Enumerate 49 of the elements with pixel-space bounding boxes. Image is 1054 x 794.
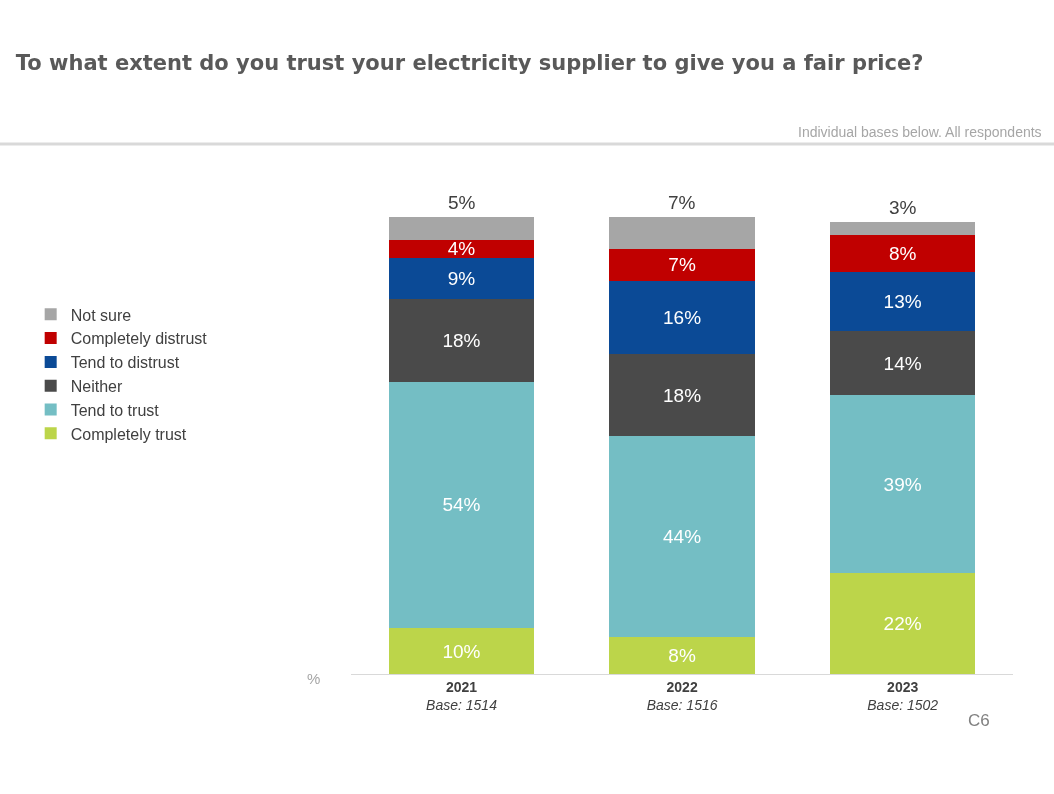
legend-label: Not sure [70, 306, 132, 324]
data-label: 39% [883, 473, 922, 495]
bar [609, 280, 755, 355]
data-label: 16% [663, 307, 702, 329]
legend-label: Completely trust [70, 425, 187, 443]
bar [609, 248, 755, 281]
text: % [307, 670, 321, 687]
bar [609, 217, 755, 249]
legend-label: Tend to distrust [70, 354, 180, 372]
bar [388, 217, 535, 240]
data-label: 54% [442, 494, 481, 516]
bar [829, 271, 976, 332]
data-label: 9% [447, 268, 476, 290]
bar [388, 239, 535, 259]
bar [829, 573, 976, 674]
legend-label: Tend to trust [70, 401, 160, 419]
text: C6 [968, 711, 990, 730]
bar [829, 331, 976, 396]
bar [829, 395, 976, 574]
bar [829, 221, 976, 236]
data-label: 4% [447, 238, 476, 260]
data-label: 10% [442, 640, 481, 662]
bar [609, 637, 755, 674]
x-tick-label: 2023 Base: 1502 [867, 678, 939, 713]
bar [829, 235, 976, 272]
data-label: 3% [889, 197, 917, 218]
data-label: 13% [883, 291, 922, 313]
bar [609, 436, 755, 638]
data-label: 8% [888, 243, 917, 265]
bar [388, 381, 535, 629]
bar [388, 628, 535, 674]
data-label: 8% [668, 645, 696, 667]
data-label: 7% [668, 192, 696, 213]
legend-label: Completely distrust [70, 330, 208, 348]
data-label: 7% [668, 254, 696, 276]
data-label: 22% [883, 613, 922, 635]
bar [609, 354, 755, 437]
bar [388, 258, 535, 300]
data-label: 14% [883, 352, 922, 374]
legend-label: Neither [70, 377, 123, 395]
data-label: 5% [448, 192, 476, 213]
chart-title: To what extent do you trust your electricity supplier to give you a fair price? [15, 51, 924, 76]
data-label: 18% [663, 384, 702, 406]
data-label: 44% [663, 526, 702, 548]
x-tick-label: 2021 Base: 1514 [426, 678, 498, 713]
data-label: 18% [442, 329, 481, 351]
x-tick-label: 2022 Base: 1516 [646, 678, 718, 713]
chart-subtitle: Individual bases below. All respondents [798, 124, 1042, 140]
bar [388, 299, 535, 382]
